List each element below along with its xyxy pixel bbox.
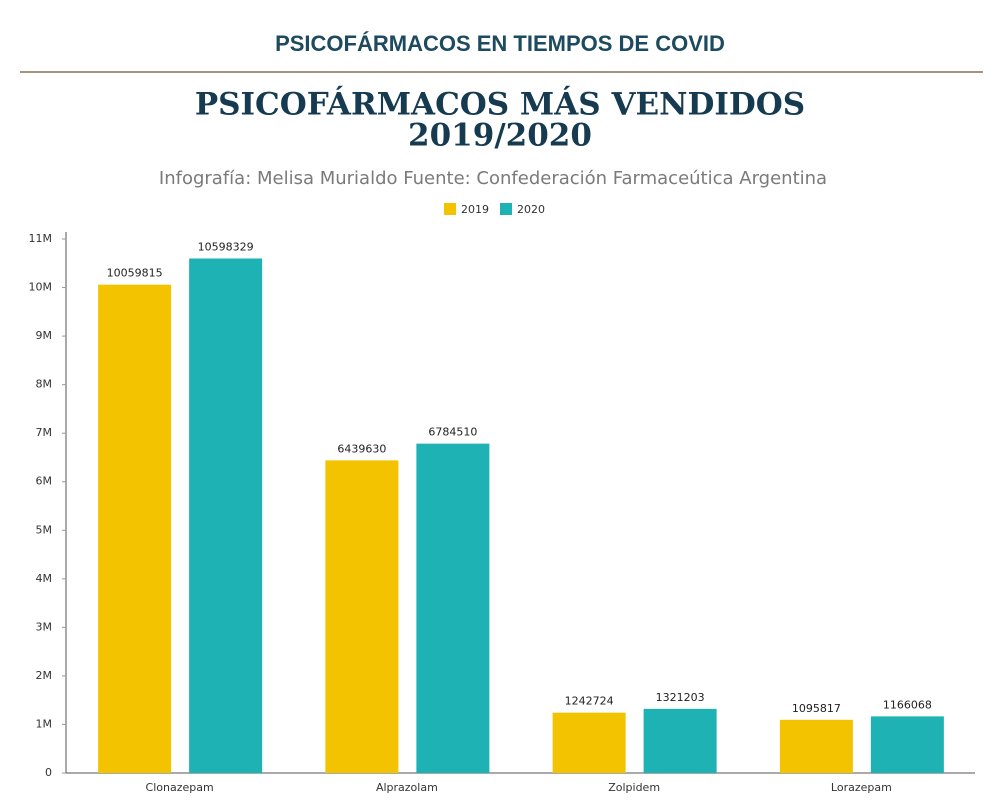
x-tick-label: Zolpidem (608, 781, 660, 794)
y-tick-label: 3M (36, 620, 53, 633)
bar (643, 708, 717, 773)
chart-title: 2019/2020 (408, 118, 592, 154)
y-tick-label: 4M (36, 572, 53, 585)
header-title: PSICOFÁRMACOS EN TIEMPOS DE COVID (275, 31, 725, 56)
bar (416, 443, 490, 773)
bar (870, 716, 944, 773)
x-tick-label: Clonazepam (146, 781, 214, 794)
y-tick-label: 7M (36, 426, 53, 439)
x-tick-label: Lorazepam (831, 781, 892, 794)
data-label: 6439630 (337, 442, 386, 455)
legend-label: 2019 (461, 203, 489, 216)
x-tick-label: Alprazolam (376, 781, 438, 794)
legend-label: 2020 (517, 203, 545, 216)
y-tick-label: 8M (36, 378, 53, 391)
y-tick-label: 2M (36, 669, 53, 682)
y-tick-label: 9M (36, 329, 53, 342)
bar (779, 719, 853, 773)
data-label: 1321203 (656, 691, 705, 704)
legend-swatch (444, 203, 456, 215)
data-label: 1095817 (792, 702, 841, 715)
y-tick-label: 10M (29, 281, 53, 294)
data-label: 6784510 (428, 426, 477, 439)
data-label: 10059815 (107, 267, 163, 280)
y-tick-label: 6M (36, 475, 53, 488)
y-tick-label: 0 (45, 766, 52, 779)
data-label: 1242724 (565, 695, 614, 708)
chart-title: PSICOFÁRMACOS MÁS VENDIDOS (195, 85, 805, 123)
legend-swatch (500, 203, 512, 215)
y-tick-label: 1M (36, 717, 53, 730)
bar (98, 284, 172, 773)
data-label: 10598329 (198, 240, 254, 253)
data-label: 1166068 (883, 698, 932, 711)
subtitle: Infografía: Melisa Murialdo Fuente: Conf… (159, 168, 827, 189)
y-tick-label: 5M (36, 523, 53, 536)
bar (189, 258, 263, 774)
bar (325, 460, 399, 773)
y-tick-label: 11M (29, 232, 53, 245)
bar (552, 712, 626, 773)
